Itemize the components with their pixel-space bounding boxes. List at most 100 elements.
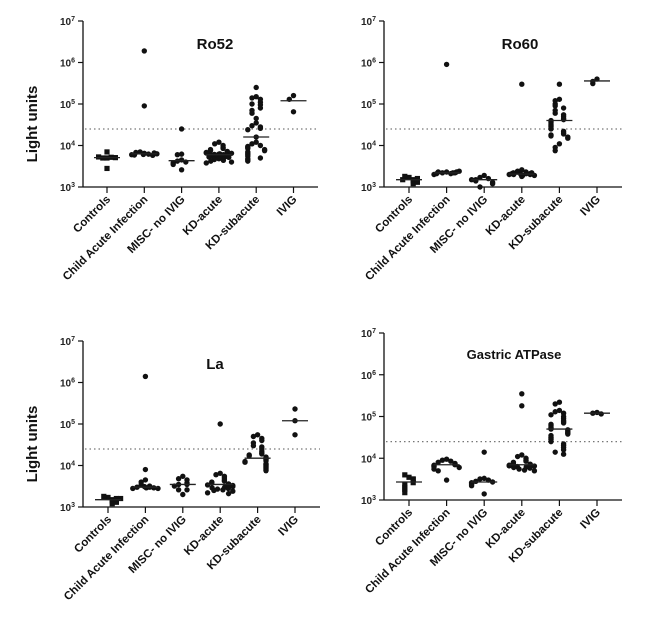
data-point: [556, 407, 563, 414]
data-point: [246, 453, 252, 459]
data-point: [552, 401, 558, 407]
data-point: [473, 478, 479, 485]
data-point: [481, 172, 487, 179]
y-tick-label: 104: [361, 453, 376, 465]
data-point: [142, 466, 149, 473]
data-point: [456, 464, 462, 471]
data-point: [206, 154, 212, 160]
data-point: [263, 467, 269, 474]
data-point: [249, 95, 255, 101]
data-point: [257, 125, 264, 131]
data-point: [230, 488, 236, 494]
data-point: [481, 475, 487, 482]
data-point: [225, 490, 232, 497]
data-point: [519, 391, 525, 397]
data-point: [249, 141, 255, 147]
data-point: [141, 103, 147, 109]
data-point: [213, 472, 219, 478]
y-tick-label: 103: [361, 495, 376, 507]
panel-title: La: [206, 356, 224, 373]
panel-title: Ro60: [502, 36, 539, 53]
data-point: [443, 61, 450, 68]
data-point: [292, 432, 298, 438]
data-point: [448, 458, 454, 464]
data-point: [259, 437, 265, 444]
data-point: [261, 147, 268, 154]
data-point: [598, 411, 604, 417]
data-point: [519, 173, 525, 180]
data-point: [249, 101, 255, 107]
data-point: [245, 158, 251, 164]
data-point: [443, 477, 450, 483]
data-point: [220, 145, 226, 152]
data-point: [556, 81, 563, 87]
data-point: [142, 477, 149, 483]
data-point: [590, 80, 596, 87]
data-point: [489, 181, 496, 187]
data-point: [414, 179, 420, 185]
data-point: [556, 399, 563, 405]
data-point: [402, 486, 408, 492]
data-point: [435, 468, 441, 474]
data-point: [519, 403, 525, 409]
data-point: [410, 480, 416, 486]
data-point: [141, 48, 147, 54]
data-point: [402, 490, 408, 496]
data-point: [220, 487, 226, 493]
data-point: [548, 412, 554, 418]
data-point: [178, 151, 185, 157]
y-tick-label: 103: [60, 502, 75, 514]
data-point: [253, 84, 259, 91]
data-point: [180, 491, 186, 498]
data-point: [212, 141, 218, 147]
data-point: [523, 458, 529, 464]
data-point: [565, 135, 571, 141]
data-point: [406, 474, 412, 480]
data-point: [548, 438, 554, 445]
data-point: [257, 155, 264, 161]
y-tick-label: 104: [60, 461, 75, 473]
data-point: [552, 103, 558, 109]
data-point: [410, 476, 416, 483]
y-tick-label: 105: [361, 412, 376, 424]
data-point: [104, 149, 110, 155]
data-point: [521, 467, 528, 473]
data-point: [485, 175, 492, 182]
data-point: [174, 152, 181, 158]
data-point: [105, 494, 111, 501]
data-point: [481, 491, 487, 497]
data-point: [439, 457, 446, 463]
data-point: [113, 499, 119, 505]
y-tick-label: 106: [60, 58, 75, 70]
y-tick-label: 103: [60, 182, 75, 194]
data-point: [552, 147, 558, 154]
data-point: [180, 473, 186, 479]
data-point: [228, 159, 235, 165]
data-point: [151, 150, 157, 156]
data-point: [560, 451, 567, 457]
data-point: [104, 165, 110, 172]
y-tick-label: 107: [60, 336, 75, 348]
y-axis-label: Light units: [24, 86, 41, 163]
data-point: [207, 147, 214, 154]
data-point: [531, 468, 538, 474]
data-point: [560, 105, 567, 111]
y-tick-label: 104: [361, 141, 376, 153]
data-point: [519, 167, 525, 173]
data-point: [402, 173, 408, 180]
data-point: [113, 495, 119, 502]
data-point: [410, 178, 416, 184]
data-point: [453, 169, 460, 175]
data-point: [208, 158, 214, 164]
data-point: [221, 478, 228, 484]
y-tick-label: 106: [361, 58, 376, 70]
data-point: [435, 459, 441, 465]
y-tick-label: 106: [60, 378, 75, 390]
data-point: [434, 170, 440, 177]
panel-title: Ro52: [197, 36, 234, 53]
data-point: [109, 501, 115, 507]
data-point: [245, 127, 251, 133]
